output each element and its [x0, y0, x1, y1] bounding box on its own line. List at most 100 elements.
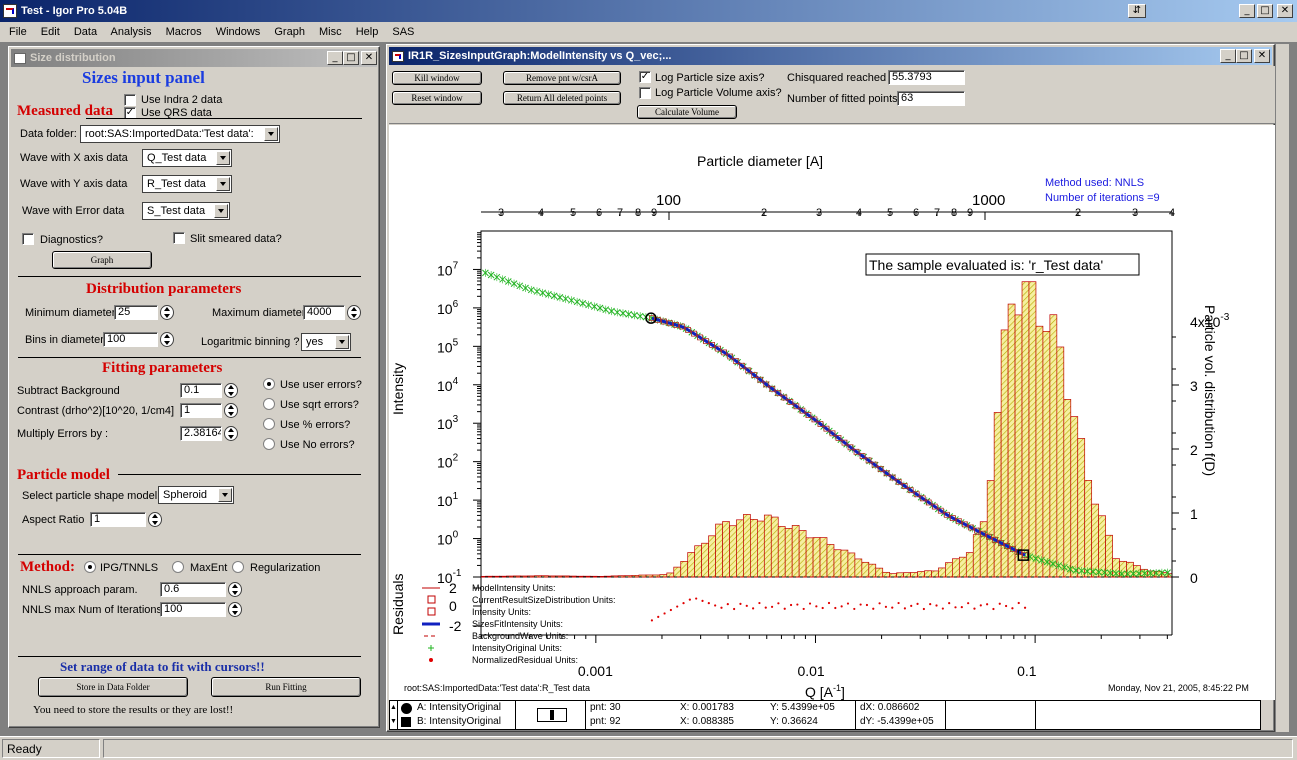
- menu-analysis[interactable]: Analysis: [110, 26, 152, 38]
- nnls-param-stepper[interactable]: [228, 582, 242, 597]
- contrast-input[interactable]: 1: [180, 403, 222, 418]
- min-diameter-input[interactable]: 25: [114, 305, 158, 320]
- cursor-b-x: X: 0.088385: [680, 716, 734, 727]
- sample-note: The sample evaluated is: 'r_Test data': [869, 257, 1103, 273]
- menu-help[interactable]: Help: [355, 26, 379, 38]
- bg-stepper[interactable]: [224, 383, 238, 398]
- contrast-stepper[interactable]: [224, 403, 238, 418]
- use-indra2-checkbox[interactable]: [124, 94, 136, 106]
- distribution-bar: [1056, 346, 1065, 578]
- distribution-bar: [889, 573, 898, 578]
- max-diameter-stepper[interactable]: [347, 305, 361, 320]
- reset-window-button[interactable]: Reset window: [392, 91, 482, 105]
- return-all-button[interactable]: Return All deleted points: [503, 91, 621, 105]
- intensity-marker: [799, 407, 806, 414]
- data-point: [596, 304, 604, 313]
- pct-errors-radio[interactable]: [263, 418, 275, 430]
- intensity-marker: [853, 448, 860, 455]
- log-binning-select[interactable]: yes: [301, 333, 351, 351]
- residual-point: [783, 607, 786, 610]
- remove-point-button[interactable]: Remove pnt w/csrA: [503, 71, 621, 85]
- graph-maximize-button[interactable]: □: [1236, 49, 1252, 63]
- distribution-bar: [861, 561, 870, 578]
- bg-input[interactable]: 0.1: [180, 383, 222, 398]
- residual-point: [929, 603, 932, 606]
- shape-select[interactable]: Spheroid: [158, 486, 234, 504]
- graph-button[interactable]: Graph: [52, 251, 152, 269]
- bins-input[interactable]: 100: [103, 332, 158, 347]
- cursor-slider[interactable]: [537, 708, 567, 722]
- regularization-radio[interactable]: [232, 561, 244, 573]
- menu-macros[interactable]: Macros: [165, 26, 202, 38]
- data-point: [613, 308, 621, 317]
- max-diameter-input[interactable]: 4000: [303, 305, 345, 320]
- min-diameter-stepper[interactable]: [160, 305, 174, 320]
- sqrt-errors-radio[interactable]: [263, 398, 275, 410]
- graph-close-button[interactable]: ✕: [1254, 49, 1270, 63]
- right-tick-label: 1: [1190, 506, 1198, 522]
- mult-input[interactable]: 2.38164: [180, 426, 222, 441]
- distribution-bar: [673, 566, 682, 578]
- intensity-marker: [961, 521, 968, 528]
- ipg-radio[interactable]: [84, 561, 96, 573]
- distribution-bar: [993, 412, 1002, 578]
- menu-file[interactable]: File: [9, 26, 27, 38]
- nnls-param-input[interactable]: 0.6: [160, 582, 226, 597]
- app-maximize-button[interactable]: □: [1257, 4, 1273, 18]
- menu-windows[interactable]: Windows: [215, 26, 261, 38]
- distribution-bar: [917, 571, 925, 578]
- distribution-bar: [1021, 281, 1030, 578]
- menu-sas[interactable]: SAS: [392, 26, 415, 38]
- diagnostics-label: Diagnostics?: [40, 234, 103, 246]
- log-volume-checkbox[interactable]: [639, 87, 651, 99]
- data-point: [1072, 566, 1080, 575]
- diagnostics-checkbox[interactable]: [22, 233, 34, 245]
- no-errors-radio[interactable]: [263, 438, 275, 450]
- menu-misc[interactable]: Misc: [319, 26, 342, 38]
- panel-minimize-button[interactable]: _: [327, 51, 343, 65]
- graph-minimize-button[interactable]: _: [1220, 49, 1236, 63]
- wave-x-select[interactable]: Q_Test data: [142, 149, 232, 167]
- user-errors-radio[interactable]: [263, 378, 275, 390]
- aspect-stepper[interactable]: [148, 512, 162, 527]
- wave-err-select[interactable]: S_Test data: [142, 202, 230, 220]
- residual-point: [796, 603, 799, 606]
- residual-point: [1011, 607, 1014, 610]
- menu-data[interactable]: Data: [73, 26, 98, 38]
- data-point: [608, 307, 615, 316]
- cursor-a-mark: [645, 312, 657, 324]
- log-size-checkbox[interactable]: ✓: [639, 71, 651, 83]
- wave-y-select[interactable]: R_Test data: [142, 175, 232, 193]
- store-button[interactable]: Store in Data Folder: [38, 677, 188, 697]
- bins-stepper[interactable]: [160, 332, 174, 347]
- panel-maximize-button[interactable]: □: [343, 51, 359, 65]
- menu-edit[interactable]: Edit: [40, 26, 60, 38]
- mdi-restore-button[interactable]: ⇵: [1128, 4, 1146, 18]
- aspect-input[interactable]: 1: [90, 512, 146, 527]
- data-point: [1135, 569, 1143, 578]
- nnls-iter-input[interactable]: 100: [160, 602, 226, 617]
- data-point: [504, 277, 512, 286]
- menu-graph[interactable]: Graph: [274, 26, 305, 38]
- run-fitting-button[interactable]: Run Fitting: [211, 677, 361, 697]
- measured-data-heading: Measured data: [17, 103, 113, 119]
- distribution-bar: [952, 558, 960, 578]
- top-tick-label: 8: [635, 207, 641, 219]
- legend-label: ModelIntensity Units:: [472, 583, 556, 593]
- calc-volume-button[interactable]: Calculate Volume: [637, 105, 737, 119]
- slit-smeared-checkbox[interactable]: [173, 232, 185, 244]
- maxent-radio[interactable]: [172, 561, 184, 573]
- intensity-marker: [841, 439, 848, 446]
- distribution-bar: [812, 537, 821, 578]
- mult-stepper[interactable]: [224, 426, 238, 441]
- app-close-button[interactable]: ✕: [1277, 4, 1293, 18]
- kill-window-button[interactable]: Kill window: [392, 71, 482, 85]
- app-minimize-button[interactable]: _: [1239, 4, 1255, 18]
- distribution-bar: [743, 514, 751, 578]
- nnls-iter-stepper[interactable]: [228, 602, 242, 617]
- panel-close-button[interactable]: ✕: [361, 51, 377, 65]
- cursor-expand-arrows[interactable]: ▲ ▼: [390, 701, 398, 729]
- intensity-marker: [661, 318, 667, 325]
- data-folder-select[interactable]: root:SAS:ImportedData:'Test data':: [80, 125, 280, 143]
- graph-vscroll[interactable]: [1275, 44, 1289, 732]
